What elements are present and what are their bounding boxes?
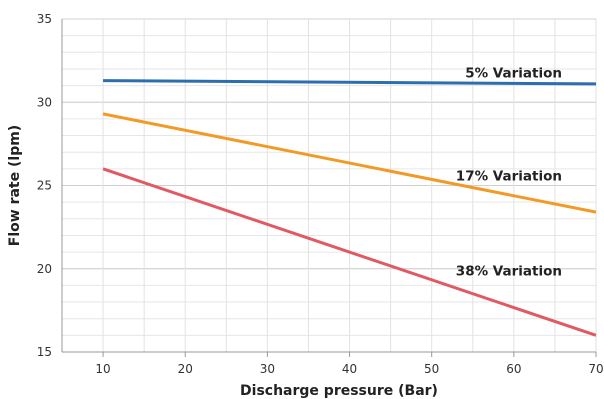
series-annotation-1: 5% Variation	[465, 65, 562, 81]
annotations: 5% Variation 17% Variation 38% Variation	[456, 65, 562, 279]
series-layer	[102, 79, 597, 337]
y-tick-label: 25	[37, 179, 52, 193]
series-line-2	[102, 112, 597, 214]
x-axis-title: Discharge pressure (Bar)	[240, 383, 438, 399]
y-tick-label: 35	[37, 12, 52, 26]
series-line-1	[103, 79, 597, 86]
y-tick-label: 15	[37, 345, 52, 359]
x-tick-label: 50	[424, 362, 439, 376]
series-line-3	[102, 167, 597, 337]
x-tick-label: 60	[506, 362, 521, 376]
x-tick-label: 40	[342, 362, 357, 376]
y-tick-label: 30	[37, 95, 52, 109]
x-tick-label: 20	[178, 362, 193, 376]
x-tick-label: 30	[260, 362, 275, 376]
axes: 10 20 30 40 50 60 70 15 20 25 30 35	[37, 12, 604, 376]
x-tick-label: 10	[95, 362, 110, 376]
series-annotation-2: 17% Variation	[456, 169, 562, 185]
x-tick-label: 70	[588, 362, 603, 376]
y-tick-label: 20	[37, 262, 52, 276]
y-axis-title: Flow rate (lpm)	[7, 125, 23, 246]
series-annotation-3: 38% Variation	[456, 263, 562, 279]
